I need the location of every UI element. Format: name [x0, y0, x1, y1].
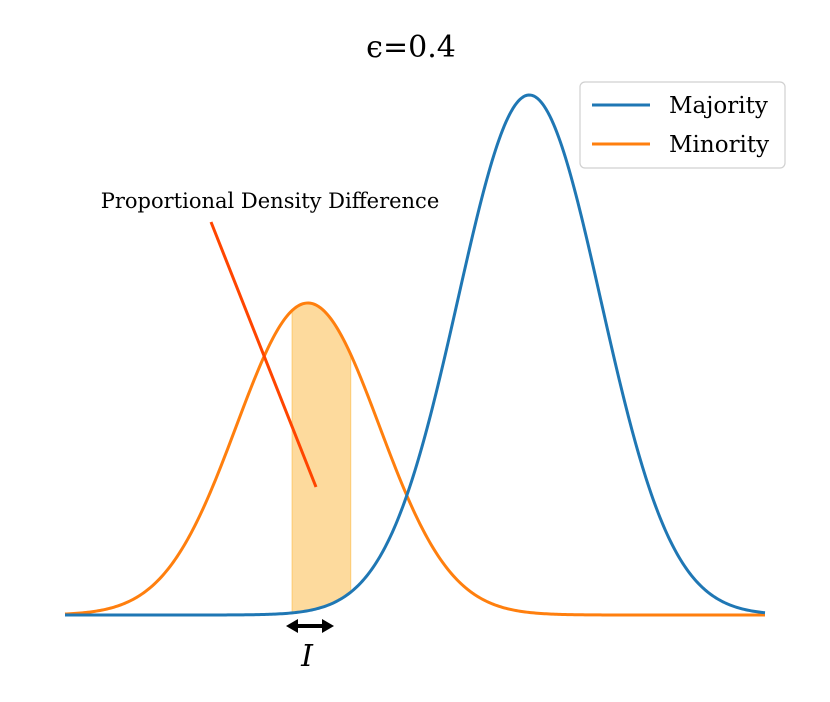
chart-title: ϵ=0.4 — [366, 30, 456, 65]
annotation-text: Proportional Density Difference — [101, 189, 440, 213]
legend-label-majority: Majority — [669, 93, 768, 119]
shaded-interval-area — [291, 302, 352, 614]
interval-arrow-left-head — [286, 619, 298, 633]
interval-marker — [286, 619, 334, 633]
legend: Majority Minority — [579, 81, 786, 169]
interval-label: I — [300, 639, 314, 674]
majority-curve — [65, 93, 766, 617]
legend-label-minority: Minority — [669, 132, 769, 158]
interval-arrow-right-head — [322, 619, 334, 633]
annotation-arrow — [209, 221, 318, 488]
minority-curve — [64, 301, 765, 617]
